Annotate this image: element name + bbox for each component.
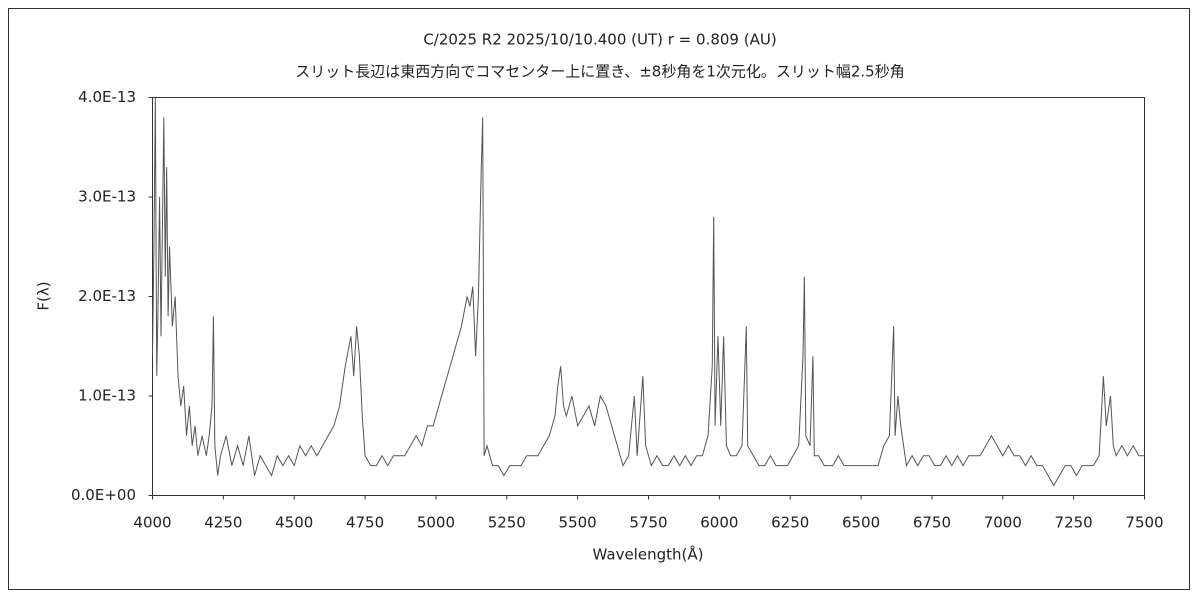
chart-frame [8,8,1190,590]
x-tick-label: 7000 [984,514,1022,532]
y-tick-label: 4.0E-13 [78,88,136,106]
y-tick-label: 0.0E+00 [71,486,136,504]
y-axis-label: F(λ) [35,281,53,310]
y-tick-label: 1.0E-13 [78,387,136,405]
x-tick-label: 7500 [1125,514,1163,532]
chart-subtitle: スリット長辺は東西方向でコマセンター上に置き、±8秒角を1次元化。スリット幅2.… [295,63,904,81]
x-tick-label: 5750 [629,514,667,532]
x-tick-label: 6000 [700,514,738,532]
x-tick-label: 6500 [842,514,880,532]
y-tick-label: 3.0E-13 [78,188,136,206]
x-tick-label: 4250 [204,514,242,532]
x-axis-label: Wavelength(Å) [593,545,704,564]
x-tick-label: 5250 [488,514,526,532]
x-tick-label: 6250 [771,514,809,532]
x-tick-label: 6750 [913,514,951,532]
x-tick-label: 5500 [559,514,597,532]
chart-title: C/2025 R2 2025/10/10.400 (UT) r = 0.809 … [423,31,776,49]
x-tick-label: 5000 [417,514,455,532]
y-tick-label: 2.0E-13 [78,287,136,305]
x-tick-label: 4000 [133,514,171,532]
x-tick-label: 4500 [275,514,313,532]
x-tick-label: 4750 [346,514,384,532]
x-tick-label: 7250 [1055,514,1093,532]
spectrum-line [152,97,1145,487]
